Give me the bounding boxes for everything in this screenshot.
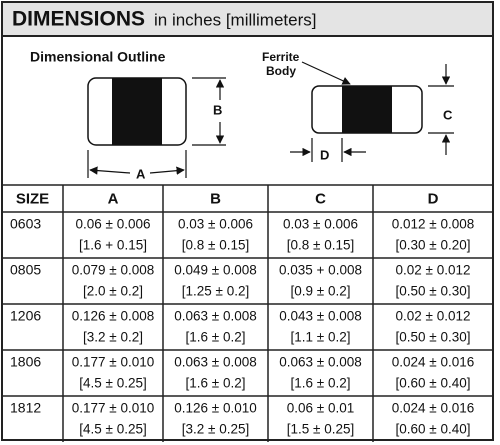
dimension-value: 0.177 ± 0.010 — [72, 355, 154, 370]
size-cell: 0603 — [10, 216, 41, 232]
dimension-value: [1.6 ± 0.2] — [291, 376, 351, 391]
dimension-value: 0.043 ± 0.008 — [279, 309, 361, 324]
column-header: SIZE — [16, 190, 49, 207]
dimension-value: 0.049 ± 0.008 — [174, 263, 256, 278]
dimension-value: [3.2 ± 0.2] — [83, 330, 143, 345]
component-right — [290, 61, 454, 162]
label-a: A — [136, 166, 146, 181]
dimension-value: 0.06 ± 0.006 — [76, 217, 151, 232]
header-subtitle: in inches [millimeters] — [154, 10, 317, 29]
size-cell: 1812 — [10, 400, 41, 416]
dimension-value: [2.0 ± 0.2] — [83, 284, 143, 299]
dimension-value: [1.6 ± 0.2] — [186, 376, 246, 391]
column-header: A — [108, 190, 119, 207]
dimension-value: [0.50 ± 0.30] — [396, 284, 471, 299]
table: SIZE A B C D 0603 0.06 ± 0.006 [1.6 + 0.15] 0.03… — [2, 184, 493, 442]
dimension-value: [3.2 ± 0.25] — [182, 422, 249, 437]
dimension-value: [0.9 ± 0.2] — [291, 284, 351, 299]
column-header: B — [210, 190, 221, 207]
dimension-value: [1.25 ± 0.2] — [182, 284, 249, 299]
outline-title: Dimensional Outline — [30, 49, 166, 65]
dimension-value: 0.063 ± 0.008 — [174, 309, 256, 324]
dimension-value: 0.177 ± 0.010 — [72, 401, 154, 416]
column-header: D — [428, 190, 439, 207]
dimension-value: 0.03 ± 0.006 — [283, 217, 358, 232]
size-cell: 0805 — [10, 262, 41, 278]
label-d: D — [320, 147, 329, 162]
dimension-value: [0.8 ± 0.15] — [287, 238, 354, 253]
dimension-value: 0.02 ± 0.012 — [396, 263, 471, 278]
header-band — [1, 1, 494, 37]
dimension-value: 0.063 ± 0.008 — [174, 355, 256, 370]
dimension-value: [0.8 ± 0.15] — [182, 238, 249, 253]
ferrite-label: Body — [266, 64, 296, 78]
dimension-value: 0.063 ± 0.008 — [279, 355, 361, 370]
label-c: C — [443, 107, 453, 122]
dimension-value: [1.6 + 0.15] — [79, 238, 147, 253]
dimension-value: [1.5 ± 0.25] — [287, 422, 354, 437]
dimension-value: 0.035 + 0.008 — [279, 263, 362, 278]
dimension-value: 0.126 ± 0.008 — [72, 309, 154, 324]
dimension-value: 0.024 ± 0.016 — [392, 401, 474, 416]
dimension-value: [4.5 ± 0.25] — [79, 422, 146, 437]
size-cell: 1806 — [10, 354, 41, 370]
dimension-value: [0.30 ± 0.20] — [396, 238, 471, 253]
dimension-value: [0.50 ± 0.30] — [396, 330, 471, 345]
dimension-value: [0.60 ± 0.40] — [396, 376, 471, 391]
dimension-value: [1.6 ± 0.2] — [186, 330, 246, 345]
dimension-value: 0.012 ± 0.008 — [392, 217, 474, 232]
label-b: B — [213, 102, 222, 117]
component-left — [87, 77, 226, 178]
dimension-value: [4.5 ± 0.25] — [79, 376, 146, 391]
dimension-value: [1.1 ± 0.2] — [291, 330, 351, 345]
dimension-value: 0.024 ± 0.016 — [392, 355, 474, 370]
size-cell: 1206 — [10, 308, 41, 324]
dimension-value: 0.02 ± 0.012 — [396, 309, 471, 324]
dimension-value: 0.126 ± 0.010 — [174, 401, 256, 416]
header-title: DIMENSIONS — [12, 8, 145, 31]
ferrite-label: Ferrite — [262, 50, 300, 64]
column-header: C — [315, 190, 326, 207]
dimension-value: 0.06 ± 0.01 — [287, 401, 354, 416]
dimension-value: 0.03 ± 0.006 — [178, 217, 253, 232]
dimension-value: 0.079 ± 0.008 — [72, 263, 154, 278]
dimension-value: [0.60 ± 0.40] — [396, 422, 471, 437]
